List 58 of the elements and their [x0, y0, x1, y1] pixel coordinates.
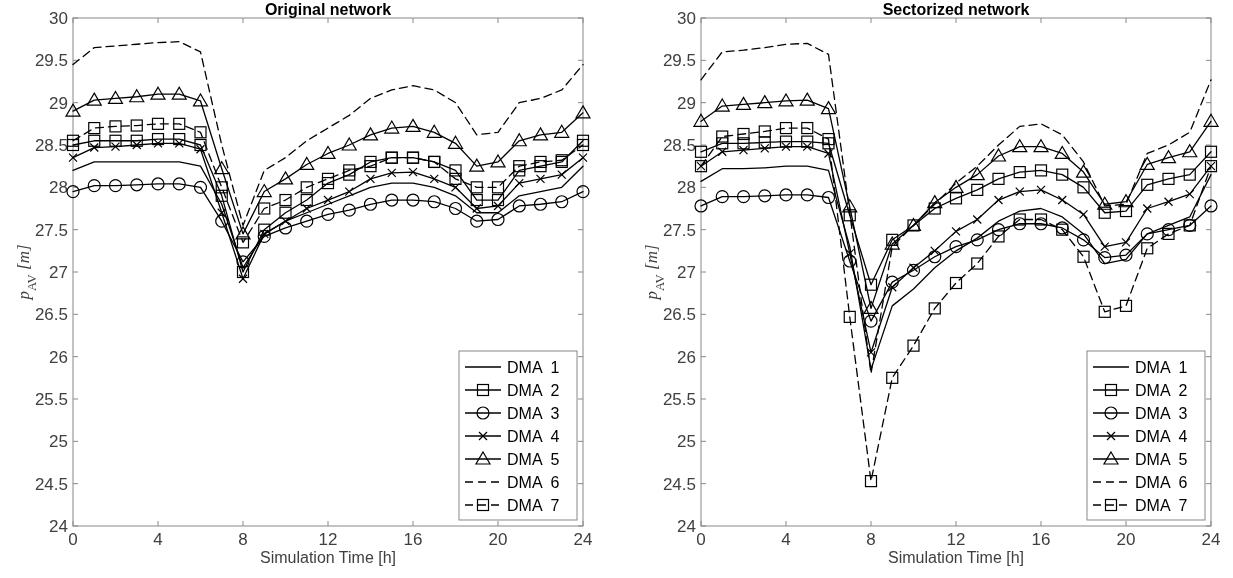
- x-tick-label: 4: [153, 530, 163, 549]
- x-axis-title: Simulation Time [h]: [259, 549, 397, 566]
- x-tick-label: 12: [318, 530, 338, 549]
- y-tick-label: 27.5: [34, 220, 68, 240]
- y-tick-label: 28.5: [662, 135, 696, 155]
- x-tick-label: 16: [1031, 530, 1051, 549]
- y-tick-label: 24: [677, 516, 696, 536]
- legend-label: DMA 6: [507, 473, 560, 491]
- y-tick-label: 28: [677, 178, 696, 198]
- y-tick-label: 27.5: [662, 220, 696, 240]
- chart-title: Sectorized network: [882, 1, 1030, 18]
- y-tick-label: 27: [49, 262, 68, 282]
- legend-label: DMA 1: [1135, 358, 1188, 376]
- x-tick-label: 24: [573, 530, 593, 549]
- x-tick-label: 12: [946, 530, 966, 549]
- legend-label: DMA 2: [1135, 381, 1188, 399]
- x-tick-label: 0: [696, 530, 706, 549]
- legend-label: DMA 1: [507, 358, 560, 376]
- y-tick-label: 27: [677, 262, 696, 282]
- y-tick-label: 25: [677, 432, 696, 452]
- y-tick-label: 29.5: [34, 51, 68, 71]
- legend-label: DMA 2: [507, 381, 560, 399]
- y-tick-label: 29: [677, 93, 696, 113]
- x-tick-label: 20: [1116, 530, 1136, 549]
- x-tick-label: 16: [403, 530, 423, 549]
- y-tick-label: 24.5: [662, 474, 696, 494]
- y-tick-label: 24.5: [34, 474, 68, 494]
- y-tick-label: 30: [677, 8, 696, 28]
- y-tick-label: 30: [49, 8, 68, 28]
- chart-title: Original network: [264, 1, 392, 18]
- x-tick-label: 20: [488, 530, 508, 549]
- y-tick-label: 26: [49, 347, 68, 367]
- y-tick-label: 25: [49, 432, 68, 452]
- legend-label: DMA 4: [507, 427, 560, 445]
- legend-label: DMA 5: [507, 450, 560, 468]
- legend-label: DMA 5: [1135, 450, 1188, 468]
- x-tick-label: 8: [238, 530, 248, 549]
- legend-label: DMA 4: [1135, 427, 1188, 445]
- legend-label: DMA 3: [1135, 404, 1188, 422]
- y-tick-label: 26.5: [34, 305, 68, 325]
- y-tick-label: 26: [677, 347, 696, 367]
- y-tick-label: 24: [49, 516, 68, 536]
- y-tick-label: 28: [49, 178, 68, 198]
- legend-label: DMA 7: [1135, 496, 1188, 514]
- y-tick-label: 26.5: [662, 305, 696, 325]
- x-tick-label: 4: [781, 530, 791, 549]
- x-tick-label: 0: [68, 530, 78, 549]
- y-tick-label: 28.5: [34, 135, 68, 155]
- legend-label: DMA 6: [1135, 473, 1188, 491]
- x-tick-label: 8: [866, 530, 876, 549]
- y-tick-label: 25.5: [662, 389, 696, 409]
- x-axis-title: Simulation Time [h]: [887, 549, 1025, 566]
- y-tick-label: 29.5: [662, 51, 696, 71]
- y-tick-label: 25.5: [34, 389, 68, 409]
- legend-label: DMA 3: [507, 404, 560, 422]
- legend-label: DMA 7: [507, 496, 560, 514]
- y-tick-label: 29: [49, 93, 68, 113]
- x-tick-label: 24: [1201, 530, 1221, 549]
